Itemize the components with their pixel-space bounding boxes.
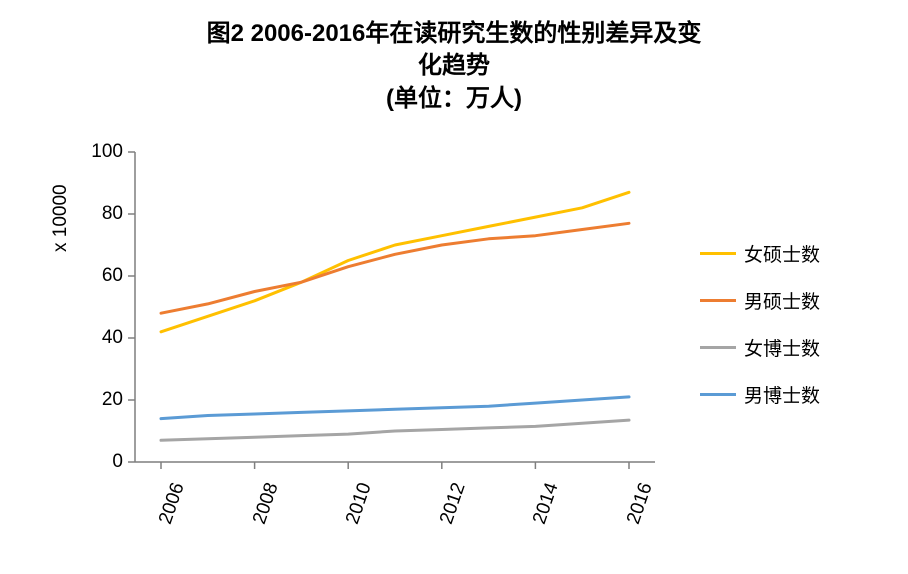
y-tick-label: 80 [102,203,123,225]
legend-item: 男博士数 [700,381,820,408]
legend-item: 女硕士数 [700,240,820,267]
legend-label: 男博士数 [744,381,820,408]
legend-swatch [700,393,736,396]
legend-label: 女博士数 [744,334,820,361]
y-tick-label: 40 [102,327,123,349]
legend: 女硕士数男硕士数女博士数男博士数 [700,240,820,408]
legend-label: 男硕士数 [744,287,820,314]
legend-label: 女硕士数 [744,240,820,267]
legend-swatch [700,299,736,302]
y-tick-label: 100 [91,141,123,163]
y-tick-label: 0 [112,451,123,473]
legend-swatch [700,252,736,255]
y-tick-label: 60 [102,265,123,287]
chart-container: 图2 2006-2016年在读研究生数的性别差异及变 化趋势 (单位：万人) x… [0,0,908,574]
legend-swatch [700,346,736,349]
legend-item: 女博士数 [700,334,820,361]
y-tick-label: 20 [102,389,123,411]
legend-item: 男硕士数 [700,287,820,314]
